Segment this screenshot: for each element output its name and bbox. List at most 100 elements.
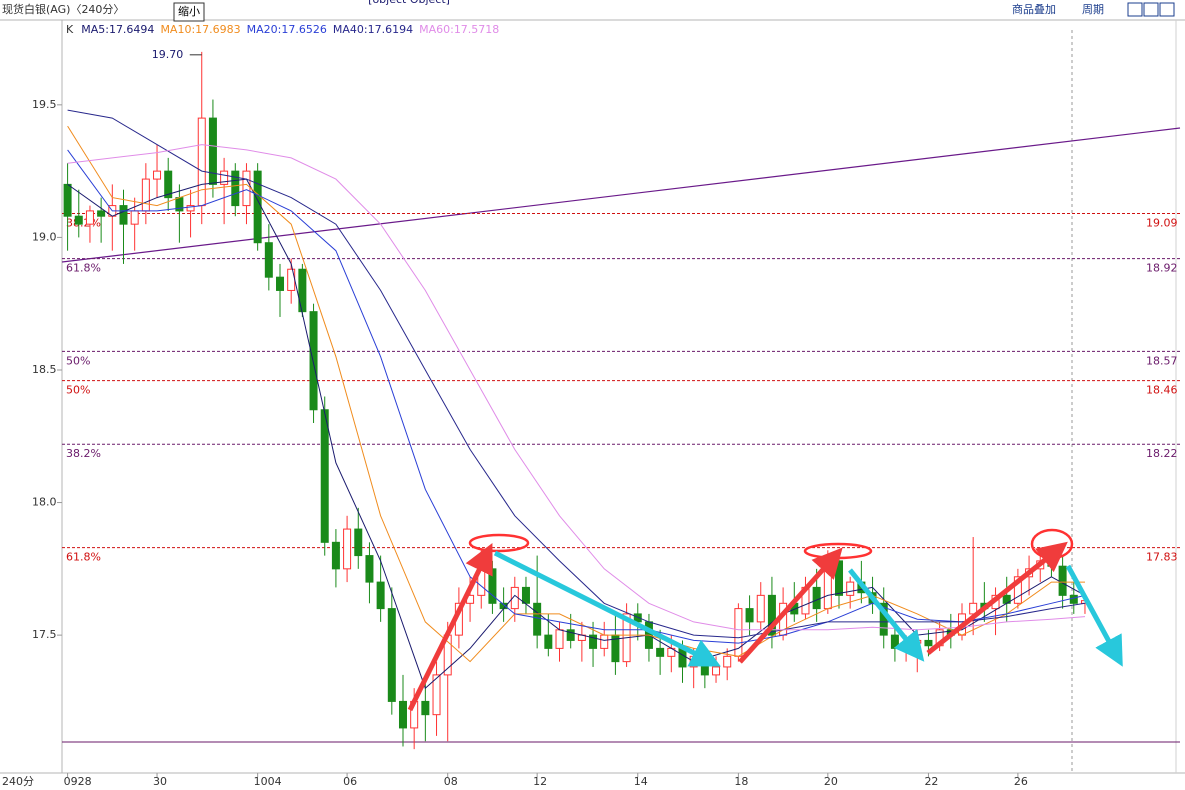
x-tick-label: 08 bbox=[444, 775, 458, 788]
down-arrow bbox=[848, 568, 925, 662]
candle-body bbox=[835, 560, 844, 596]
y-tick-label: 18.0 bbox=[32, 496, 57, 509]
x-tick-label: 26 bbox=[1014, 775, 1028, 788]
x-tick-label: 22 bbox=[924, 775, 938, 788]
x-tick-label: 12 bbox=[533, 775, 547, 788]
x-tick-label: 14 bbox=[634, 775, 648, 788]
candle-body bbox=[723, 655, 732, 668]
candle-body bbox=[398, 700, 407, 729]
candle-body bbox=[566, 629, 575, 641]
candle-body bbox=[63, 183, 72, 217]
ma-line bbox=[67, 144, 1086, 631]
candle-body bbox=[253, 170, 262, 244]
zoom-button-label[interactable]: 缩小 bbox=[178, 5, 200, 18]
candle-body bbox=[533, 602, 542, 636]
y-tick-label: 19.5 bbox=[32, 98, 57, 111]
level-pct: 61.8% bbox=[66, 551, 101, 564]
candle-body bbox=[544, 634, 553, 649]
candle-body bbox=[913, 639, 922, 644]
peak-ellipse bbox=[468, 533, 530, 553]
level-pct: 61.8% bbox=[66, 262, 101, 275]
ma-line bbox=[67, 149, 1086, 644]
candle-body bbox=[119, 205, 128, 225]
candle-body bbox=[74, 215, 83, 225]
x-tick-label: 30 bbox=[153, 775, 167, 788]
annotations bbox=[407, 528, 1123, 712]
legend-entry: MA10:17.6983 bbox=[160, 23, 240, 36]
candle-body bbox=[846, 581, 855, 596]
candle-body bbox=[130, 210, 139, 225]
candle-body bbox=[231, 170, 240, 207]
period-label: 240分 bbox=[2, 775, 34, 788]
legend: K MA5:17.6494 MA10:17.6983 MA20:17.6526 MA40… bbox=[66, 23, 499, 36]
level-price: 18.57 bbox=[1146, 354, 1178, 367]
candle-body bbox=[276, 276, 285, 291]
candle-body bbox=[756, 594, 765, 623]
indicator-label: K bbox=[66, 23, 74, 36]
candle-body bbox=[331, 541, 340, 570]
ma-line bbox=[67, 178, 1086, 690]
candle-body bbox=[1058, 565, 1067, 596]
candle-body bbox=[85, 210, 94, 225]
x-tick-label: 0928 bbox=[64, 775, 92, 788]
legend-entry: MA60:17.5718 bbox=[419, 23, 499, 36]
candle-body bbox=[354, 528, 363, 557]
candle-body bbox=[890, 634, 899, 649]
candle-body bbox=[589, 634, 598, 649]
level-price: 18.92 bbox=[1146, 262, 1178, 275]
up-arrow bbox=[407, 543, 493, 712]
y-tick-label: 17.5 bbox=[32, 628, 57, 641]
x-tick-label: 06 bbox=[343, 775, 357, 788]
candle-body bbox=[656, 647, 665, 657]
down-arrow bbox=[493, 550, 721, 667]
candle-body bbox=[242, 170, 251, 207]
legend-entry: MA5:17.6494 bbox=[81, 23, 154, 36]
zoom-button[interactable] bbox=[173, 2, 205, 22]
candle-body bbox=[197, 117, 206, 207]
candle-body bbox=[1013, 576, 1022, 604]
nav-right[interactable] bbox=[1143, 2, 1159, 17]
candle-body bbox=[387, 608, 396, 702]
nav-buttons[interactable] bbox=[1127, 2, 1175, 17]
up-arrow bbox=[926, 541, 1068, 655]
level-price: 19.09 bbox=[1146, 217, 1178, 230]
candle-body bbox=[97, 210, 106, 217]
x-tick-label: 20 bbox=[824, 775, 838, 788]
candle-body bbox=[186, 205, 195, 212]
x-tick-label: 1004 bbox=[254, 775, 282, 788]
candle-body bbox=[164, 170, 173, 199]
candle-body bbox=[343, 528, 352, 570]
down-arrow bbox=[1065, 564, 1123, 667]
candle-body bbox=[712, 666, 721, 676]
toolbar-overlay[interactable]: 商品叠加 bbox=[1012, 2, 1056, 16]
candle-body bbox=[208, 117, 217, 185]
candle-body bbox=[320, 409, 329, 543]
candle-body bbox=[924, 639, 933, 647]
candle-body bbox=[633, 613, 642, 623]
candle-body bbox=[555, 629, 564, 649]
level-pct: 50% bbox=[66, 384, 90, 397]
candle-body bbox=[1069, 594, 1078, 604]
level-pct: 38.2% bbox=[66, 447, 101, 460]
level-pct: 50% bbox=[66, 354, 90, 367]
nav-window[interactable] bbox=[1159, 2, 1175, 17]
trend-line bbox=[61, 127, 1181, 263]
candle-body bbox=[421, 700, 430, 716]
candle-body bbox=[220, 170, 229, 185]
candle-body bbox=[298, 268, 307, 313]
nav-left[interactable] bbox=[1127, 2, 1143, 17]
legend-entry: MA20:17.6526 bbox=[247, 23, 327, 36]
candle-body bbox=[600, 634, 609, 649]
candle-body bbox=[767, 594, 776, 636]
candle-body bbox=[1047, 560, 1056, 567]
ma-line bbox=[67, 109, 1086, 639]
candle-body bbox=[521, 586, 530, 604]
candle-body bbox=[365, 555, 374, 583]
toolbar-period[interactable]: 周期 bbox=[1082, 3, 1104, 16]
candle-body bbox=[432, 674, 441, 716]
candle-body bbox=[287, 268, 296, 291]
candle-body bbox=[264, 242, 273, 278]
candle-body bbox=[376, 581, 385, 610]
